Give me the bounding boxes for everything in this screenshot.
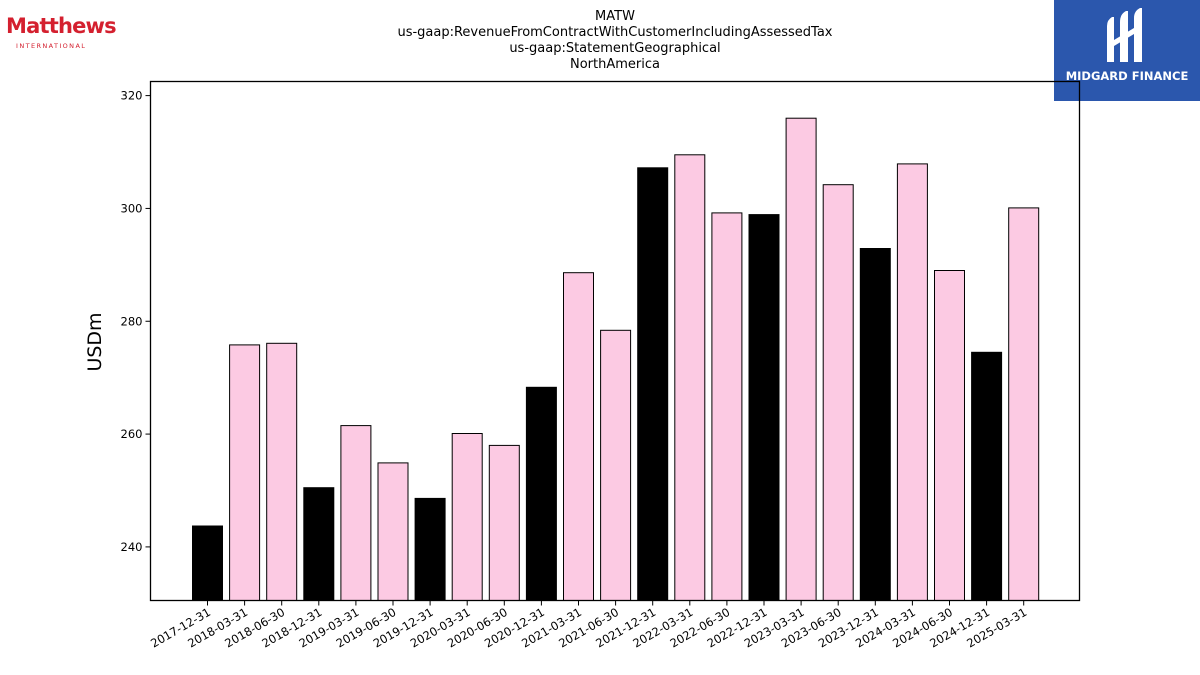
y-tick-label: 320 (121, 89, 143, 103)
bar-2018-06-30 (266, 342, 298, 601)
bar-2024-03-31 (896, 163, 928, 601)
bar-2020-12-31 (525, 386, 557, 601)
logo-name: MIDGARD FINANCE (1065, 69, 1189, 83)
bar-2023-06-30 (822, 184, 854, 601)
y-axis: 240 260 280 300 320 (121, 89, 151, 554)
bar-2017-12-31 (192, 525, 223, 601)
bar-2025-03-31 (1008, 207, 1040, 601)
bar-2021-12-31 (637, 167, 669, 602)
title-line-4: NorthAmerica (570, 57, 660, 72)
bar-2021-03-31 (563, 272, 594, 601)
matthews-logo: Matthews INTERNATIONAL (6, 14, 117, 54)
chart-title: MATW us-gaap:RevenueFromContractWithCust… (397, 9, 832, 72)
logo-wordmark: Matthews (6, 14, 117, 38)
y-tick-label: 280 (121, 314, 143, 328)
y-tick-label: 300 (121, 201, 143, 215)
bar-2020-03-31 (451, 433, 483, 601)
title-line-3: us-gaap:StatementGeographical (509, 41, 720, 56)
bar-2018-03-31 (229, 344, 261, 601)
bar-2020-06-30 (488, 444, 520, 601)
logo-subtext: INTERNATIONAL (16, 42, 87, 50)
midgard-finance-logo: MIDGARD FINANCE (1054, 0, 1200, 101)
bar-2022-03-31 (674, 154, 706, 602)
bars (192, 117, 1040, 602)
y-tick-label: 260 (121, 427, 143, 441)
y-tick-label: 240 (121, 540, 143, 554)
midgard-emblem-icon (1107, 8, 1142, 62)
bar-2022-12-31 (748, 214, 780, 601)
bar-2023-03-31 (785, 117, 817, 601)
title-line-1: MATW (595, 9, 635, 24)
bar-2024-12-31 (971, 351, 1003, 601)
bar-2019-12-31 (414, 497, 446, 601)
bar-2024-06-30 (934, 270, 965, 601)
bar-2019-03-31 (340, 425, 372, 601)
bar-2021-06-30 (600, 329, 632, 601)
bar-2022-06-30 (711, 212, 743, 601)
bar-2018-12-31 (303, 487, 335, 602)
x-axis: 2017-12-312018-03-312018-06-302018-12-31… (148, 600, 1029, 651)
bar-2023-12-31 (859, 248, 891, 601)
plot-frame (149, 80, 1081, 602)
bar-2019-06-30 (377, 462, 409, 601)
y-axis-label: USDm (84, 312, 106, 371)
title-line-2: us-gaap:RevenueFromContractWithCustomerI… (397, 25, 832, 40)
